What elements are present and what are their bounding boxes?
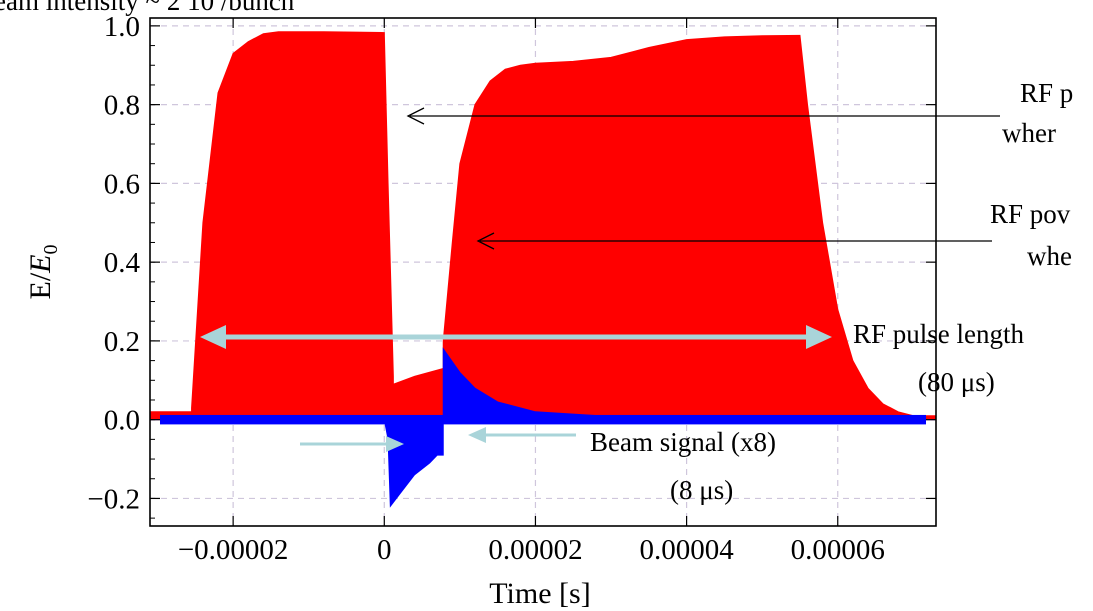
x-tick-label: 0.00004 (639, 534, 734, 566)
x-axis-label: Time [s] (489, 577, 590, 610)
annotation-rf-pulse-line2: wher (1002, 118, 1056, 148)
rf-pulse-arrowhead (406, 107, 425, 125)
axis-ticks: −0.00002 0 0.00002 0.00004 0.00006 −0.2 0.0 0.2… (87, 11, 936, 566)
annotation-pulse-length-line1: RF pulse length (853, 319, 1025, 349)
y-tick-label: 0.4 (104, 247, 141, 279)
y-tick-label: 0.2 (104, 326, 140, 358)
x-tick-label: −0.00002 (178, 534, 289, 566)
y-tick-label: 0.8 (104, 90, 140, 122)
x-tick-label: 0.00006 (791, 534, 885, 566)
annotation-rf-power-line2: whe (1027, 241, 1072, 271)
series-area-0 (150, 31, 936, 421)
y-tick-label: 0.6 (104, 168, 140, 200)
plot-frame (149, 17, 937, 527)
y-tick-label: 0.0 (104, 405, 140, 437)
y-tick-label: 1.0 (104, 11, 140, 43)
x-tick-label: 0 (377, 534, 392, 566)
pulse-length-arrowhead-left (200, 325, 226, 349)
y-tick-label: −0.2 (87, 483, 140, 515)
y-axis-label: E/E0 (24, 245, 62, 300)
annotation-rf-pulse-line1: RF p (1020, 78, 1073, 108)
beam-arrow-left-head (386, 436, 404, 452)
header-fragment: eam intensity ~ 2 10 /bunch (0, 0, 295, 16)
annotation-rf-power-line1: RF pov (990, 199, 1071, 229)
beam-arrow-right-head (468, 427, 486, 443)
annotation-beam-signal-line2: (8 μs) (670, 475, 733, 505)
pulse-length-arrowhead-right (806, 325, 832, 349)
annotation-pulse-length-line2: (80 μs) (918, 367, 995, 397)
x-tick-label: 0.00002 (488, 534, 582, 566)
annotation-beam-signal-line1: Beam signal (x8) (590, 427, 776, 457)
baseline-noise-band (160, 414, 926, 425)
rf-power-arrowhead (476, 232, 495, 250)
plot-series (150, 31, 936, 508)
